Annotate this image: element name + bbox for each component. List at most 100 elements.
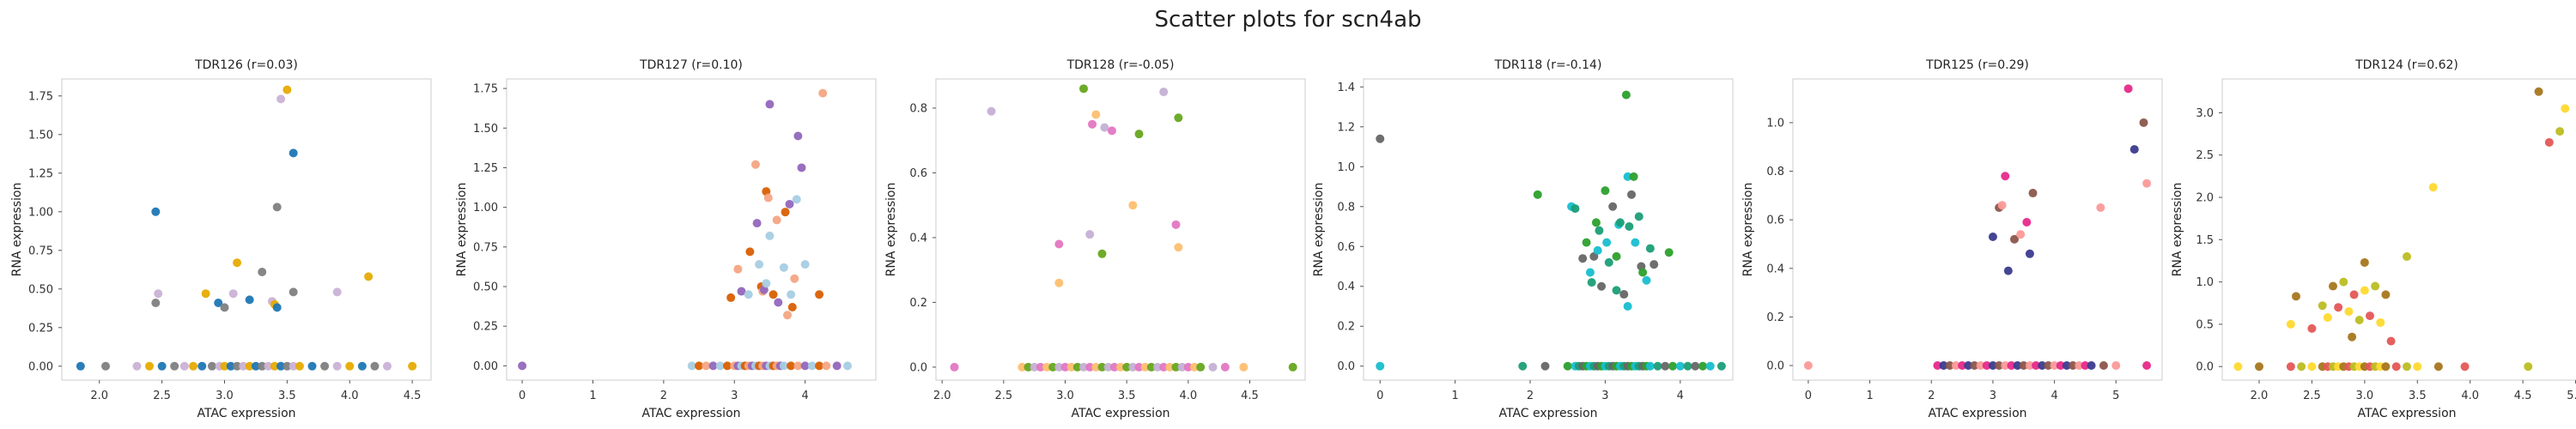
data-point [2025,249,2034,258]
data-point [1625,222,1634,232]
x-tick-label: 4 [2050,390,2057,402]
data-point [1518,361,1528,371]
data-point [220,361,229,371]
data-point [2376,317,2385,327]
data-point [2348,332,2357,341]
data-point [769,290,778,299]
data-point [1024,362,1033,372]
data-point [2003,266,2013,275]
data-point [1097,362,1107,372]
data-point [2534,87,2543,96]
data-point [2099,361,2108,371]
data-point [2001,361,2010,371]
data-point [1615,218,1625,227]
data-point [2371,281,2380,291]
data-point [2544,137,2554,147]
x-tick-label: 4 [801,390,808,402]
x-tick-label: 4.0 [1179,390,1197,402]
data-point [1091,362,1101,372]
data-point [1988,361,1997,371]
data-point [1376,134,1385,143]
data-point [382,361,392,371]
data-point [2349,290,2359,299]
data-point [2019,361,2028,371]
data-point [1958,361,1967,371]
data-point [151,207,161,216]
y-tick-label: 0.0 [2196,361,2214,374]
data-point [2403,362,2411,372]
data-point [2354,315,2364,324]
data-point [2028,189,2038,198]
y-axis-label: RNA expression [2171,183,2184,277]
plot-area-3 [935,78,1306,381]
data-point [1239,362,1249,372]
y-axis-label: RNA expression [884,183,898,277]
x-tick-label: 3 [731,390,738,402]
data-point [2344,307,2354,317]
data-point [1540,361,1550,371]
data-point [2561,104,2570,113]
data-point [1578,254,1588,263]
data-point [179,361,189,371]
data-point [1103,362,1113,372]
y-tick-label: 1.75 [28,90,53,103]
data-point [1079,362,1088,372]
x-tick-label: 2 [1928,390,1935,402]
data-point [154,289,163,299]
data-point [2360,257,2369,267]
data-point [822,361,831,371]
data-point [779,361,788,371]
data-point [1964,361,1973,371]
y-tick-label: 0.50 [28,283,53,296]
data-point [843,361,853,371]
data-point [765,231,775,240]
data-point [2010,234,2019,244]
data-point [800,361,810,371]
data-point [815,290,824,299]
data-point [1675,361,1685,371]
data-point [1122,362,1132,372]
y-tick-label: 0.5 [2196,318,2214,331]
data-point [765,100,775,109]
data-point [1595,226,1604,235]
data-point [2044,361,2053,371]
data-point [1582,238,1591,247]
data-point [1054,278,1064,287]
data-point [1668,361,1678,371]
data-point [1085,362,1095,372]
data-point [1683,361,1692,371]
data-point [745,247,755,257]
y-tick-label: 0.4 [909,232,927,245]
x-tick-label: 3 [1990,390,1996,402]
data-point [1642,275,1651,285]
data-point [1970,361,1979,371]
data-point [214,299,223,307]
data-point [800,260,810,269]
data-point [2360,286,2369,295]
data-point [787,361,796,371]
data-point [2025,361,2034,371]
data-point [2255,362,2263,372]
x-tick-label: 2.5 [994,390,1012,402]
data-point [2381,362,2391,372]
data-point [76,361,85,371]
data-point [2286,319,2295,329]
data-point [2286,362,2295,372]
data-point [1153,362,1162,372]
y-tick-label: 0.00 [473,360,498,373]
data-point [1054,239,1064,249]
data-point [1134,362,1144,372]
y-tick-label: 1.0 [2196,276,2214,289]
y-tick-label: 0.25 [28,322,53,335]
data-point [2032,361,2041,371]
y-tick-label: 0.2 [1337,321,1355,334]
x-tick-label: 2 [1527,390,1534,402]
data-point [1288,362,1297,372]
data-point [793,131,803,141]
panel-title-2: TDR127 (r=0.10) [639,58,743,72]
data-point [320,361,330,371]
data-point [1097,249,1107,258]
data-point [1159,88,1169,97]
y-tick-label: 1.50 [473,123,498,136]
y-tick-label: 0.6 [1337,241,1355,254]
